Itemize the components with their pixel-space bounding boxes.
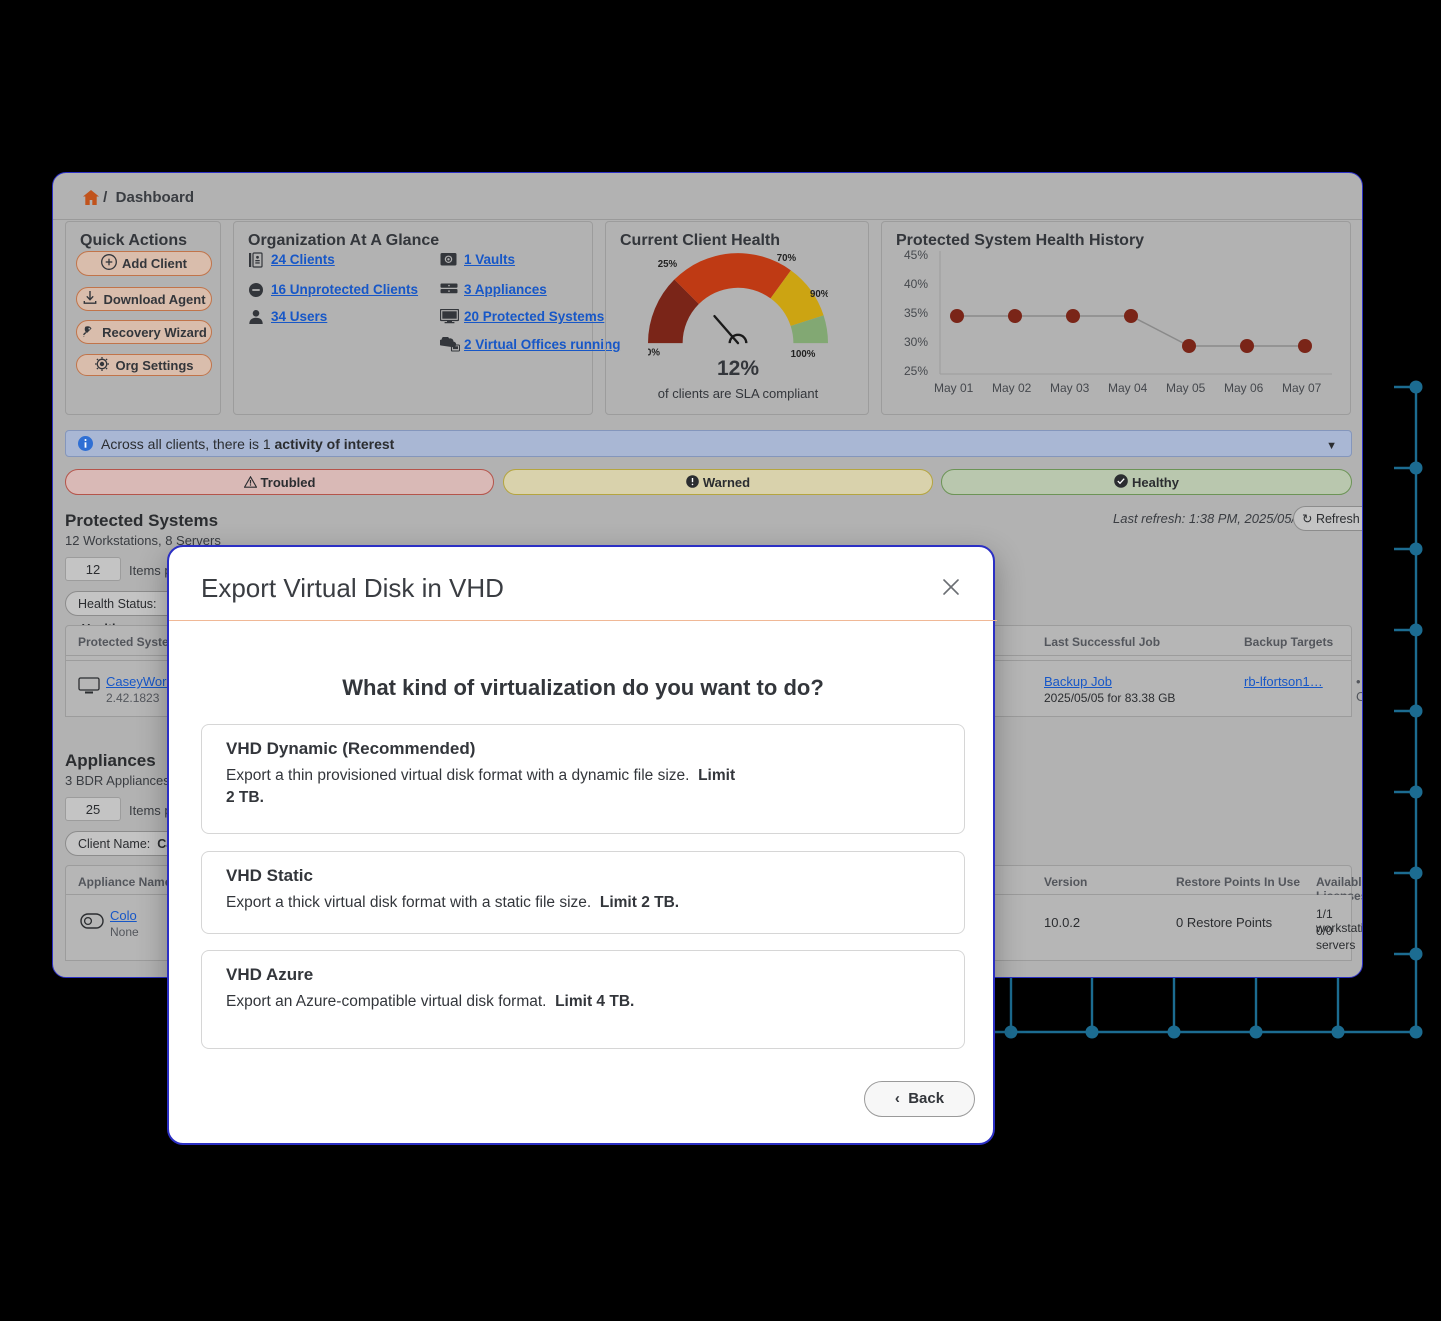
- svg-text:25%: 25%: [904, 364, 928, 378]
- svg-text:90%: 90%: [810, 289, 828, 300]
- svg-text:30%: 30%: [904, 335, 928, 349]
- svg-text:25%: 25%: [658, 259, 678, 270]
- svg-text:May 06: May 06: [1224, 381, 1264, 395]
- svg-text:45%: 45%: [904, 248, 928, 262]
- svg-text:40%: 40%: [904, 277, 928, 291]
- svg-text:70%: 70%: [777, 253, 797, 264]
- svg-text:May 05: May 05: [1166, 381, 1206, 395]
- svg-text:35%: 35%: [904, 306, 928, 320]
- svg-text:May 03: May 03: [1050, 381, 1090, 395]
- svg-text:May 02: May 02: [992, 381, 1032, 395]
- svg-text:May 04: May 04: [1108, 381, 1148, 395]
- svg-text:May 01: May 01: [934, 381, 974, 395]
- svg-text:May 07: May 07: [1282, 381, 1322, 395]
